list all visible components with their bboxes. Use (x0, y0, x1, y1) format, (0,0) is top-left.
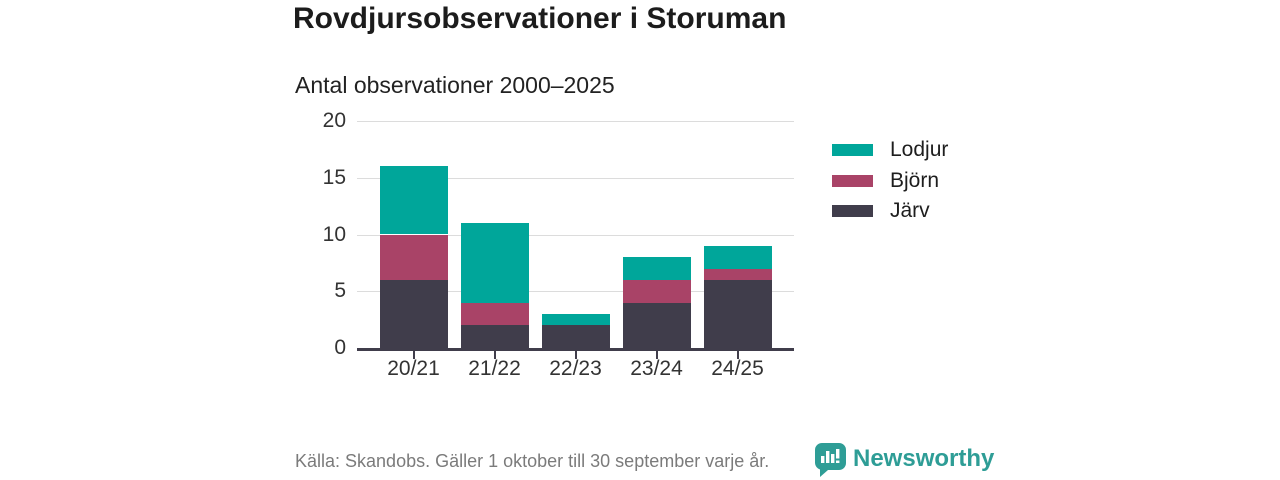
bar-segment-Björn-21/22 (460, 302, 529, 326)
legend-label: Lodjur (890, 138, 949, 161)
y-tick-label: 0 (334, 336, 346, 359)
bar-segment-Björn-20/21 (379, 234, 448, 280)
legend-item-Björn: Björn (832, 169, 948, 193)
x-tick-label: 22/23 (549, 357, 602, 380)
gridline-y-10 (357, 234, 794, 236)
bar-segment-Björn-24/25 (703, 268, 772, 280)
bar-segment-Järv-21/22 (460, 325, 529, 348)
bar-segment-Lodjur-23/24 (622, 257, 691, 280)
bar-segment-Järv-20/21 (379, 279, 448, 348)
legend-label: Järv (890, 199, 930, 222)
legend: Lodjur Björn Järv (832, 138, 948, 223)
x-tick-label: 24/25 (711, 357, 764, 380)
source-note: Källa: Skandobs. Gäller 1 oktober till 3… (295, 451, 770, 471)
x-tick-mark (736, 351, 739, 359)
brand-logo: Newsworthy (815, 443, 994, 477)
bar-segment-Järv-24/25 (703, 279, 772, 348)
brand-name: Newsworthy (853, 445, 995, 472)
x-tick-mark (574, 351, 577, 359)
legend-item-Järv: Järv (832, 199, 948, 223)
x-axis-line (357, 348, 794, 351)
legend-swatch (832, 144, 873, 156)
gridline-y-15 (357, 177, 794, 179)
bar-segment-Lodjur-22/23 (541, 313, 610, 326)
legend-swatch (832, 174, 873, 187)
x-tick-mark (493, 351, 496, 359)
chart-title: Rovdjursobservationer i Storuman (293, 2, 787, 35)
bar-segment-Lodjur-20/21 (379, 166, 448, 235)
x-tick-mark (412, 351, 415, 359)
chart-subtitle: Antal observationer 2000–2025 (295, 72, 615, 98)
x-tick-label: 23/24 (630, 357, 683, 380)
bar-segment-Järv-23/24 (622, 302, 691, 348)
gridline-y-5 (357, 291, 794, 293)
bar-segment-Lodjur-24/25 (703, 245, 772, 269)
newsworthy-logo-icon (815, 443, 846, 477)
x-tick-mark (655, 351, 658, 359)
y-tick-label: 15 (322, 165, 346, 189)
legend-swatch (832, 205, 873, 217)
bar-segment-Björn-23/24 (622, 279, 691, 303)
bar-segment-Järv-22/23 (541, 325, 610, 348)
y-tick-label: 10 (322, 222, 346, 246)
legend-label: Björn (890, 168, 940, 192)
legend-item-Lodjur: Lodjur (832, 138, 948, 162)
x-tick-label: 20/21 (387, 357, 440, 380)
y-tick-label: 20 (322, 109, 346, 132)
bar-segment-Lodjur-21/22 (460, 223, 529, 303)
x-tick-label: 21/22 (468, 357, 521, 380)
gridline-y-20 (357, 121, 794, 122)
y-tick-label: 5 (334, 279, 346, 303)
